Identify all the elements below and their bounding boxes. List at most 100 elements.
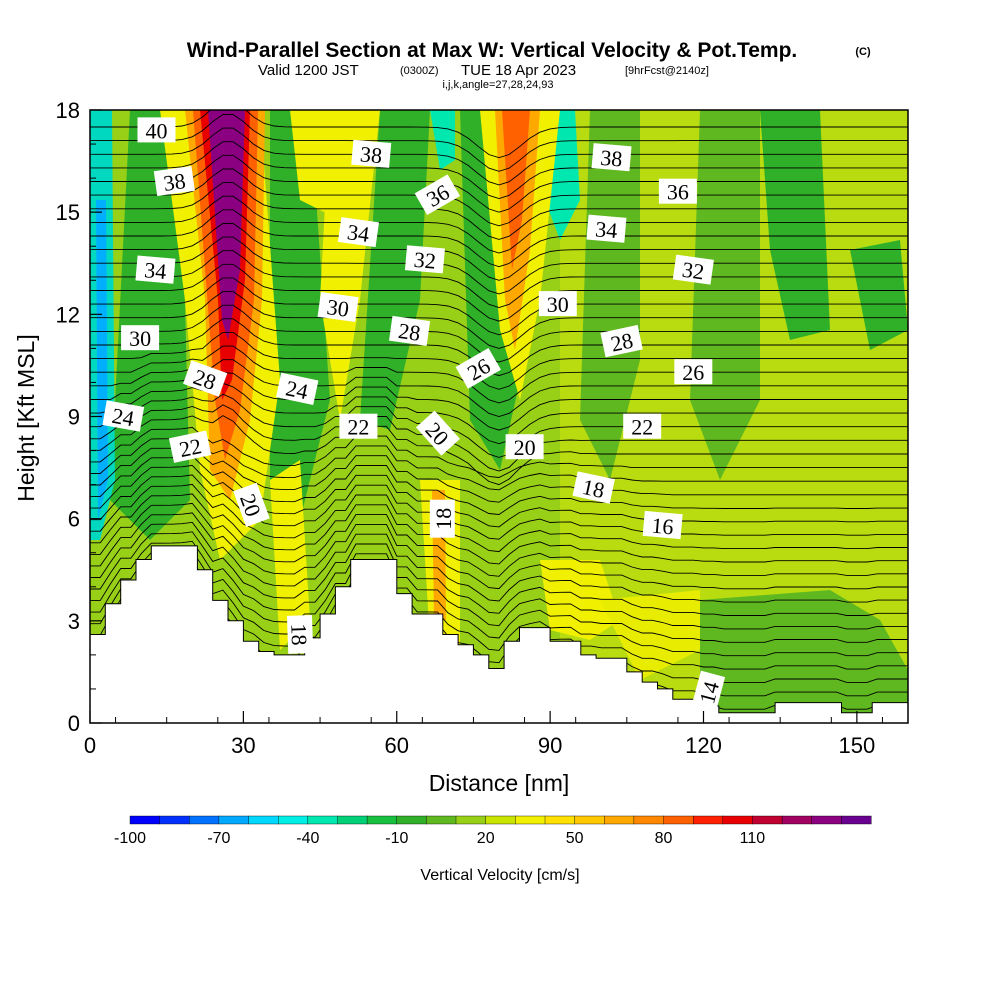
y-tick-label: 12 bbox=[56, 302, 80, 327]
contour-label-text: 16 bbox=[651, 513, 675, 540]
theta-contour-line bbox=[90, 426, 908, 478]
contour-label-bg bbox=[586, 214, 627, 243]
contour-label-bg bbox=[600, 324, 643, 358]
contour-label: 28 bbox=[389, 315, 431, 346]
contour-label-text: 34 bbox=[346, 219, 371, 247]
contour-label-bg bbox=[389, 315, 431, 346]
contour-label-text: 26 bbox=[682, 360, 704, 385]
contour-label-text: 22 bbox=[177, 433, 204, 462]
contour-label-bg bbox=[674, 359, 713, 385]
contour-label-bg bbox=[337, 217, 380, 248]
theta-contour-line bbox=[90, 445, 908, 503]
contour-label: 24 bbox=[102, 400, 145, 432]
velocity-band-green bbox=[580, 110, 640, 480]
contour-label-bg bbox=[286, 615, 314, 654]
contour-label: 32 bbox=[404, 245, 445, 274]
x-tick-label: 120 bbox=[685, 733, 722, 758]
colorbar-swatch bbox=[841, 815, 872, 825]
colorbar-tick-label: 110 bbox=[740, 830, 766, 847]
colorbar-tick-label: -100 bbox=[114, 830, 146, 847]
contour-label-bg bbox=[404, 245, 445, 274]
theta-contour-line bbox=[90, 154, 908, 213]
theta-contour-line bbox=[90, 345, 908, 404]
contour-label-bg bbox=[317, 291, 359, 323]
subtitle-date: TUE 18 Apr 2023 bbox=[461, 62, 576, 79]
subtitle-indices: i,j,k,angle=27,28,24,93 bbox=[442, 79, 553, 91]
colorbar-swatch bbox=[307, 815, 338, 825]
x-tick-label: 150 bbox=[839, 733, 876, 758]
chart-copyright: (C) bbox=[855, 46, 871, 58]
theta-contour-line bbox=[90, 195, 908, 254]
theta-contour-line bbox=[90, 512, 908, 590]
theta-contour-line bbox=[90, 493, 908, 565]
subtitle-valid: Valid 1200 JST bbox=[258, 62, 359, 79]
colorbar-swatch bbox=[781, 815, 813, 825]
colorbar-swatch bbox=[455, 815, 487, 825]
contour-label: 28 bbox=[600, 324, 643, 358]
theta-contour-line bbox=[90, 382, 908, 445]
theta-contour-line bbox=[90, 464, 908, 528]
theta-contour-line bbox=[90, 359, 908, 417]
x-tick-label: 90 bbox=[538, 733, 562, 758]
contour-label-text: 24 bbox=[284, 375, 311, 404]
contour-label-bg bbox=[276, 372, 319, 405]
colorbar-swatch bbox=[129, 815, 161, 825]
contour-label: 34 bbox=[337, 217, 380, 248]
contour-label: 22 bbox=[623, 413, 662, 440]
contour-label-text: 36 bbox=[667, 180, 689, 205]
contour-label: 22 bbox=[168, 430, 212, 463]
colorbar-tick-label: -70 bbox=[207, 830, 230, 847]
contour-label-text: 18 bbox=[580, 474, 607, 503]
velocity-field bbox=[90, 110, 908, 723]
theta-contour-line bbox=[90, 223, 908, 281]
contour-label-bg bbox=[572, 471, 615, 504]
velocity-band-purple bbox=[208, 110, 245, 340]
theta-contour-line bbox=[90, 404, 908, 472]
x-axis-label: Distance [nm] bbox=[429, 770, 570, 796]
contour-label-text: 34 bbox=[594, 216, 618, 243]
contour-label: 18 bbox=[286, 615, 314, 654]
contour-label: 34 bbox=[586, 214, 627, 243]
contour-label-text: 24 bbox=[110, 403, 136, 431]
y-axis-label: Height [Kft MSL] bbox=[13, 334, 39, 501]
colorbar-swatch bbox=[248, 815, 279, 825]
contour-label-text: 38 bbox=[599, 145, 623, 172]
colorbar-swatch bbox=[604, 815, 635, 825]
theta-contour-line bbox=[90, 559, 908, 657]
theta-contour-line bbox=[90, 483, 908, 553]
velocity-band-yellow bbox=[270, 460, 310, 650]
theta-contour-line bbox=[90, 209, 908, 268]
colorbar-tick-label: -40 bbox=[296, 830, 319, 847]
theta-contour-line bbox=[90, 393, 908, 458]
contour-label-bg bbox=[623, 413, 662, 439]
colorbar-swatch bbox=[278, 815, 309, 825]
velocity-band-yellow bbox=[540, 560, 620, 640]
contour-label-bg bbox=[135, 255, 176, 284]
x-tick-label: 30 bbox=[231, 733, 255, 758]
colorbar-swatch bbox=[811, 815, 842, 825]
theta-contour-line bbox=[90, 277, 908, 336]
contour-label: 18 bbox=[572, 471, 615, 504]
colorbar-tick-label: 20 bbox=[477, 830, 495, 847]
contour-label-bg bbox=[658, 178, 697, 204]
contour-label-text: 28 bbox=[397, 318, 422, 346]
contour-label-bg bbox=[153, 165, 195, 197]
contour-label-bg bbox=[415, 410, 460, 456]
x-tick-label: 60 bbox=[385, 733, 409, 758]
contour-label-bg bbox=[591, 143, 632, 172]
contour-label-text: 38 bbox=[162, 168, 187, 196]
contour-label: 30 bbox=[317, 291, 359, 323]
colorbar-swatch bbox=[485, 815, 516, 825]
theta-contours bbox=[90, 110, 908, 710]
contour-label-bg bbox=[642, 510, 683, 540]
theta-contour-line bbox=[90, 521, 908, 603]
contour-label-text: 22 bbox=[631, 415, 653, 440]
contour-label: 26 bbox=[455, 348, 501, 389]
contour-label-bg bbox=[183, 360, 228, 397]
theta-contour-line bbox=[90, 550, 908, 643]
colorbar-swatch bbox=[337, 815, 368, 825]
y-tick-label: 6 bbox=[68, 507, 80, 532]
